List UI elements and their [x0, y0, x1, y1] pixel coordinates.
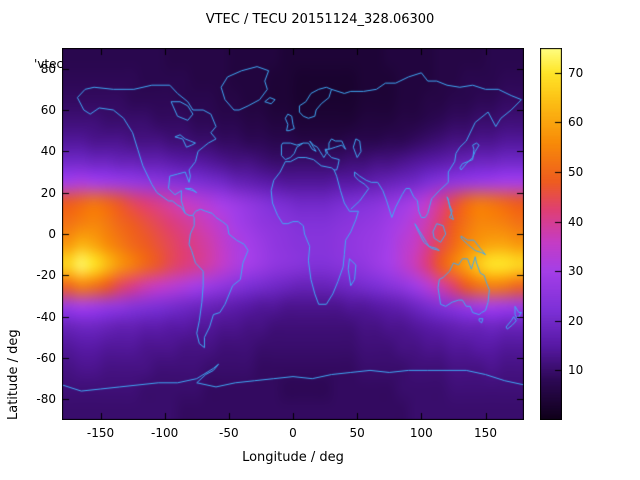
colorbar — [540, 48, 562, 420]
colorbar-tick-label: 50 — [568, 165, 584, 179]
x-tick-label: -50 — [219, 426, 239, 440]
y-tick-label: 20 — [40, 185, 56, 200]
colorbar-tick-label: 70 — [568, 65, 584, 80]
x-tick-label: 100 — [409, 426, 433, 440]
colorbar-tick-label: 10 — [568, 363, 584, 378]
colorbar-tick-label: 40 — [568, 214, 584, 229]
x-axis-label: Longitude / deg — [242, 450, 344, 465]
chart-title: VTEC / TECU 20151124_328.06300 — [205, 12, 435, 27]
x-tick-label: 50 — [349, 426, 365, 440]
y-tick-label: -40 — [36, 309, 56, 324]
y-tick-label: -80 — [36, 392, 56, 407]
colorbar-tick-label: 20 — [568, 313, 584, 328]
y-tick-label: 0 — [48, 227, 56, 241]
x-tick-label: -150 — [86, 426, 115, 440]
y-tick-label: 80 — [40, 61, 56, 76]
x-tick-label: 150 — [474, 426, 497, 440]
y-tick-label: 40 — [40, 144, 56, 159]
key-label: 'vtec_ — [34, 57, 70, 71]
x-tick-label: -100 — [151, 426, 179, 440]
y-tick-label: -60 — [36, 351, 56, 365]
y-tick-label: -20 — [36, 268, 56, 283]
x-tick-label: 0 — [289, 426, 297, 440]
heatmap-plot-area — [62, 48, 524, 420]
colorbar-tick-label: 30 — [568, 264, 584, 279]
y-tick-label: 60 — [40, 103, 56, 117]
colorbar-tick-label: 60 — [568, 115, 584, 130]
